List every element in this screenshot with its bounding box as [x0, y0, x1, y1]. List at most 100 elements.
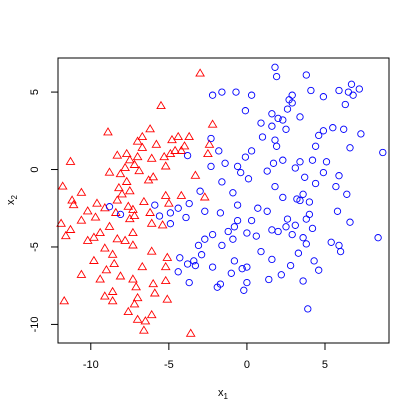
triangle-point: [121, 148, 132, 158]
circle-point: [218, 178, 226, 186]
triangle-point: [132, 136, 143, 145]
circle-point: [183, 151, 192, 160]
circle-point: [379, 148, 387, 157]
circle-point: [166, 209, 175, 217]
circle-point: [343, 190, 351, 198]
triangle-point: [190, 170, 201, 179]
circle-point: [243, 229, 251, 237]
circle-point: [332, 182, 340, 191]
circle-point: [311, 179, 320, 188]
triangle-point: [148, 172, 159, 181]
circle-point: [230, 223, 239, 231]
circle-point: [302, 240, 310, 248]
triangle-point: [137, 261, 148, 271]
triangle-point: [65, 156, 76, 165]
circle-point: [308, 156, 317, 164]
circle-point: [247, 216, 256, 225]
circle-point: [279, 116, 287, 124]
circle-point: [294, 249, 303, 257]
circle-point: [191, 261, 200, 270]
circle-point: [322, 158, 331, 166]
triangle-point: [165, 148, 176, 158]
circle-point: [349, 91, 357, 99]
circle-point: [301, 173, 309, 181]
triangle-point: [146, 153, 157, 162]
triangle-point: [115, 169, 126, 178]
x-tick-label: 0: [244, 359, 250, 371]
circle-point: [208, 230, 217, 239]
triangle-point: [128, 204, 138, 213]
circle-point: [283, 215, 292, 223]
triangle-point: [76, 269, 87, 278]
triangle-point: [162, 294, 173, 303]
triangle-point: [124, 155, 135, 164]
triangle-point: [159, 151, 170, 161]
triangle-point: [148, 278, 159, 288]
x-axis: -10 -5 0 5: [83, 342, 328, 371]
circle-point: [182, 213, 190, 222]
triangle-point: [128, 240, 138, 249]
circle-point: [283, 105, 292, 113]
circle-point: [227, 269, 235, 277]
circle-point: [357, 130, 365, 138]
triangle-point: [129, 210, 140, 220]
triangle-point: [82, 206, 93, 215]
triangle-point: [124, 186, 135, 195]
circle-point: [319, 93, 328, 101]
circle-point: [315, 266, 323, 274]
y-axis: -10 -5 0 5: [29, 89, 59, 332]
circle-point: [279, 156, 287, 164]
circle-point: [201, 207, 209, 215]
x-axis-title-subscript: 1: [224, 392, 229, 401]
circle-point: [207, 134, 215, 143]
triangle-point: [132, 151, 143, 161]
x-tick-label: 5: [322, 359, 328, 371]
triangle-point: [137, 131, 148, 141]
circle-point: [243, 278, 251, 287]
x-axis-title-main: x: [218, 387, 224, 399]
triangle-point: [129, 299, 140, 308]
circle-point: [299, 277, 307, 285]
circle-point: [263, 167, 271, 175]
triangle-point: [128, 227, 138, 237]
triangle-point: [101, 265, 112, 274]
circle-point: [305, 198, 314, 206]
circle-point: [291, 164, 299, 172]
triangle-point: [112, 195, 123, 204]
triangle-point: [146, 309, 157, 319]
circle-point: [288, 230, 296, 239]
triangle-point: [68, 199, 79, 209]
triangle-point: [146, 246, 157, 255]
triangle-point: [143, 175, 154, 184]
triangle-point: [149, 288, 160, 297]
circle-point: [340, 125, 348, 133]
circle-point: [216, 209, 225, 217]
circle-point: [240, 286, 248, 294]
circle-point: [233, 162, 242, 171]
circle-point: [308, 224, 317, 233]
circle-point: [218, 88, 226, 96]
circle-point: [263, 207, 271, 215]
circle-point: [296, 113, 304, 121]
circle-point: [333, 207, 342, 215]
triangle-point: [120, 235, 130, 244]
triangle-point: [160, 275, 171, 285]
circle-point: [105, 203, 114, 211]
triangle-point: [170, 145, 180, 154]
triangle-point: [82, 235, 93, 244]
triangle-point: [107, 249, 118, 258]
circle-point: [296, 196, 304, 205]
triangle-point: [60, 230, 71, 240]
triangle-point: [157, 220, 168, 229]
triangle-point: [185, 328, 196, 337]
circle-point: [269, 159, 278, 167]
circle-point: [176, 254, 184, 262]
triangle-point: [207, 119, 218, 128]
circle-point: [213, 283, 221, 291]
triangle-point: [134, 165, 145, 175]
circle-point: [221, 159, 229, 167]
circle-point: [329, 124, 337, 132]
circle-point: [229, 235, 237, 243]
circle-point: [319, 168, 328, 177]
triangle-point: [140, 316, 151, 325]
